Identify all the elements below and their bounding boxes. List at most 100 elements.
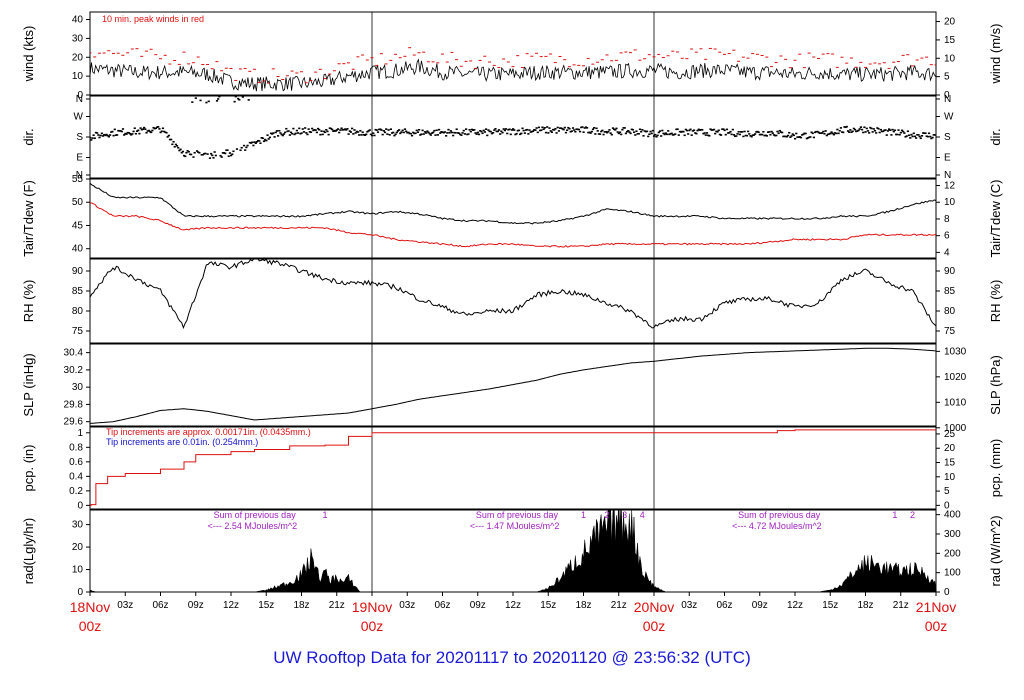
dir-point xyxy=(346,128,349,130)
dir-point xyxy=(509,133,512,136)
dir-point xyxy=(420,133,423,136)
y-tick-label: N xyxy=(76,170,83,181)
dir-point xyxy=(168,138,172,141)
panel-frame xyxy=(89,509,937,593)
dir-point xyxy=(888,128,891,130)
dir-point xyxy=(648,133,651,136)
dir-point xyxy=(831,132,834,135)
dir-point xyxy=(805,137,808,140)
dir-point xyxy=(933,134,936,136)
dir-point xyxy=(708,134,711,137)
dir-point xyxy=(311,127,314,130)
dir-point xyxy=(130,133,133,136)
dir-point xyxy=(718,133,721,136)
dir-point xyxy=(198,152,201,154)
dir-point xyxy=(625,130,629,133)
dir-point xyxy=(322,130,326,133)
dir-point xyxy=(111,130,114,133)
dir-point xyxy=(822,130,825,133)
dir-point xyxy=(797,136,800,139)
dir-point xyxy=(883,129,886,132)
dir-point xyxy=(890,134,893,136)
dir-point xyxy=(836,128,839,131)
dir-point xyxy=(527,133,530,135)
dir-point xyxy=(335,129,338,131)
dir-point xyxy=(110,131,113,133)
dir-point xyxy=(360,134,363,136)
y-tick-label-right: 85 xyxy=(944,286,956,297)
dir-point xyxy=(764,134,767,137)
dir-point xyxy=(540,129,543,131)
dir-point xyxy=(355,130,358,133)
dir-point xyxy=(455,128,458,131)
y-tick-label: 20 xyxy=(72,52,84,63)
dir-point xyxy=(92,134,95,136)
dir-point xyxy=(872,128,875,130)
dir-point xyxy=(528,129,531,131)
dir-point xyxy=(647,135,650,138)
dir-point xyxy=(542,128,545,131)
dir-point xyxy=(662,132,665,135)
dir-point xyxy=(116,134,119,136)
dir-point xyxy=(472,129,475,131)
dir-point xyxy=(781,131,784,134)
x-tick-label: 09z xyxy=(188,600,204,611)
dir-point xyxy=(618,131,622,134)
dir-point xyxy=(683,134,686,137)
y-tick-label: 40 xyxy=(72,244,84,255)
dir-point xyxy=(325,128,328,131)
panel-slp: 29.6 29.8 30 30.2 30.4 1000 1010 1020 1030 SLP (i… xyxy=(21,343,1003,434)
y-tick-label-right: 15 xyxy=(944,35,956,46)
dir-point xyxy=(707,134,710,137)
y-tick-label: 20 xyxy=(72,542,84,553)
y-tick-label-right: E xyxy=(944,153,951,164)
panel-temp: 40 45 50 55 4 6 8 10 12 Tair/Tdew (F) Tair/Tdew (C… xyxy=(21,174,1003,259)
dir-point xyxy=(380,129,383,131)
dir-point xyxy=(221,152,224,154)
dir-point xyxy=(541,126,544,129)
x-axis: 03z 06z 09z 12z 15z 18z 21z 03z 06z 09z 12z 15z 18z 2… xyxy=(70,592,956,634)
dir-point xyxy=(712,128,716,131)
dir-point xyxy=(777,132,780,135)
dir-point xyxy=(507,128,510,131)
y-tick-label-right: 5 xyxy=(944,72,950,83)
dir-point xyxy=(429,134,432,136)
dir-point xyxy=(454,132,457,134)
dir-point xyxy=(690,134,693,136)
dir-point xyxy=(352,133,355,135)
dir-point xyxy=(163,130,166,133)
dir-point xyxy=(607,130,610,133)
dir-point xyxy=(401,129,404,132)
dir-point xyxy=(739,131,743,133)
dir-point xyxy=(369,133,373,136)
radiation-marker: 2 xyxy=(604,510,609,520)
dir-point xyxy=(155,126,159,129)
dir-point xyxy=(187,150,190,153)
dir-point xyxy=(915,137,918,139)
dir-point xyxy=(601,129,604,132)
dir-point xyxy=(907,134,911,137)
dir-point xyxy=(628,131,631,133)
dir-point xyxy=(756,130,759,133)
dir-point xyxy=(734,135,737,138)
dir-point xyxy=(316,127,320,130)
dir-point xyxy=(524,129,528,131)
dir-point xyxy=(568,127,571,130)
dir-point xyxy=(898,133,901,136)
radiation-area xyxy=(90,510,936,592)
y-tick-label-right: 1000 xyxy=(944,423,967,434)
dir-point xyxy=(582,131,585,133)
dir-point xyxy=(104,134,107,137)
dir-point xyxy=(305,132,308,134)
y-tick-label: 1 xyxy=(77,428,83,439)
dir-point xyxy=(553,129,556,131)
dir-point xyxy=(755,131,758,133)
dir-point xyxy=(466,133,469,136)
y-tick-label: 45 xyxy=(72,220,84,231)
tip-note-red: Tip increments are approx. 0.00171in. (0… xyxy=(106,427,311,437)
dir-point xyxy=(118,130,121,132)
dir-point xyxy=(410,134,414,137)
dir-point xyxy=(447,128,450,131)
dir-point xyxy=(450,131,454,134)
